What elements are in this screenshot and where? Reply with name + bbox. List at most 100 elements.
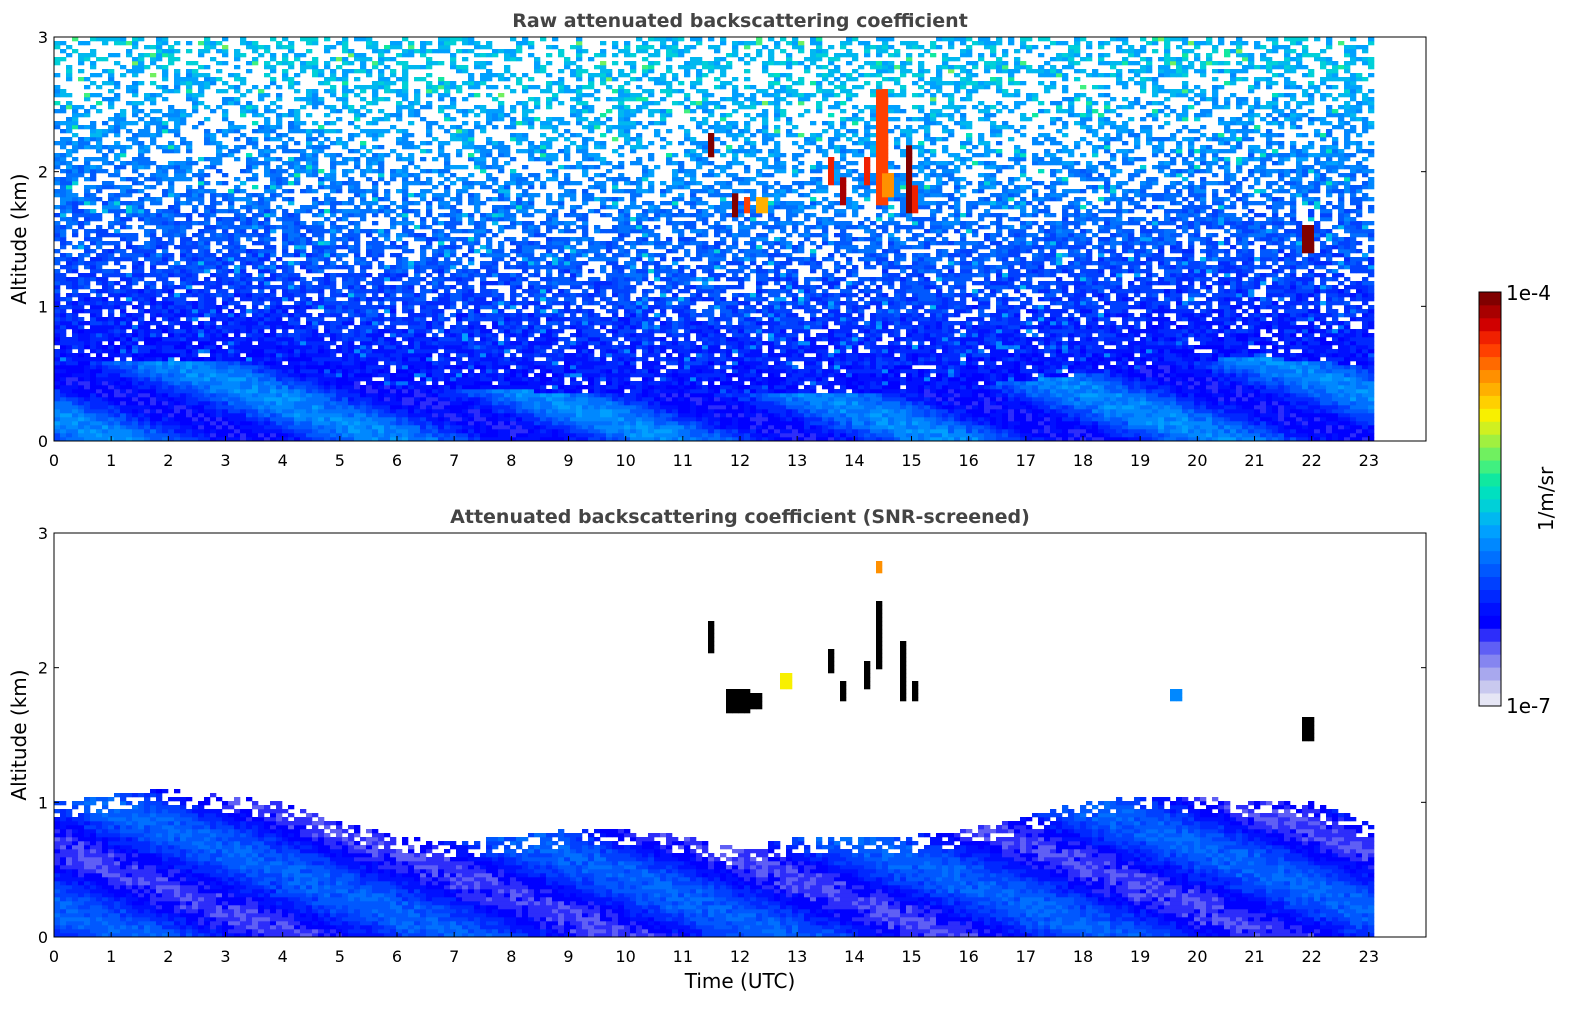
heatmap-cell	[162, 401, 169, 406]
heatmap-cell	[234, 289, 241, 294]
heatmap-cell	[168, 229, 175, 234]
heatmap-cell	[372, 421, 379, 426]
heatmap-cell	[150, 405, 157, 410]
heatmap-cell	[186, 329, 193, 334]
heatmap-cell	[342, 309, 349, 314]
heatmap-cell	[420, 401, 427, 406]
heatmap-cell	[66, 437, 73, 442]
heatmap-cell	[222, 101, 229, 106]
heatmap-cell	[414, 173, 421, 178]
heatmap-cell	[342, 361, 349, 366]
heatmap-cell	[192, 361, 199, 366]
heatmap-cell	[300, 373, 307, 378]
heatmap-cell	[108, 125, 115, 130]
heatmap-cell	[462, 377, 469, 382]
heatmap-cell	[462, 421, 469, 426]
heatmap-cell	[96, 169, 103, 174]
heatmap-cell	[90, 261, 97, 266]
heatmap-cell	[312, 205, 319, 210]
heatmap-cell	[66, 297, 73, 302]
heatmap-cell	[66, 181, 73, 186]
heatmap-cell	[414, 385, 421, 390]
heatmap-cell	[336, 65, 343, 70]
heatmap-cell	[234, 425, 241, 430]
heatmap-cell	[408, 377, 415, 382]
heatmap-cell	[228, 381, 235, 386]
heatmap-cell	[96, 197, 103, 202]
heatmap-cell	[312, 405, 319, 410]
heatmap-cell	[84, 277, 91, 282]
heatmap-cell	[198, 193, 205, 198]
heatmap-cell	[306, 373, 313, 378]
heatmap-cell	[330, 361, 337, 366]
heatmap-cell	[372, 385, 379, 390]
heatmap-cell	[324, 417, 331, 422]
heatmap-cell	[180, 121, 187, 126]
heatmap-cell	[414, 405, 421, 410]
heatmap-cell	[168, 321, 175, 326]
heatmap-cell	[162, 409, 169, 414]
heatmap-cell	[294, 421, 301, 426]
heatmap-cell	[174, 229, 181, 234]
heatmap-cell	[180, 421, 187, 426]
heatmap-cell	[318, 213, 325, 218]
heatmap-cell	[450, 369, 457, 374]
heatmap-cell	[282, 181, 289, 186]
heatmap-cell	[222, 357, 229, 362]
heatmap-cell	[240, 125, 247, 130]
heatmap-cell	[192, 173, 199, 178]
heatmap-cell	[330, 141, 337, 146]
heatmap-cell	[114, 365, 121, 370]
heatmap-cell	[90, 217, 97, 222]
heatmap-cell	[408, 145, 415, 150]
heatmap-cell	[186, 261, 193, 266]
heatmap-cell	[342, 377, 349, 382]
heatmap-cell	[258, 269, 265, 274]
heatmap-cell	[204, 349, 211, 354]
heatmap-cell	[402, 281, 409, 286]
heatmap-cell	[54, 389, 61, 394]
heatmap-cell	[168, 61, 175, 66]
heatmap-cell	[180, 345, 187, 350]
heatmap-cell	[204, 289, 211, 294]
heatmap-cell	[108, 325, 115, 330]
heatmap-cell	[228, 397, 235, 402]
heatmap-cell	[450, 385, 457, 390]
heatmap-cell	[468, 429, 475, 434]
heatmap-cell	[408, 345, 415, 350]
heatmap-cell	[228, 269, 235, 274]
heatmap-cell	[84, 321, 91, 326]
heatmap-cell	[108, 333, 115, 338]
heatmap-cell	[234, 137, 241, 142]
heatmap-cell	[294, 377, 301, 382]
heatmap-cell	[474, 297, 481, 302]
heatmap-cell	[138, 209, 145, 214]
heatmap-cell	[336, 41, 343, 46]
heatmap-cell	[204, 309, 211, 314]
heatmap-cell	[294, 221, 301, 226]
heatmap-cell	[180, 333, 187, 338]
heatmap-cell	[426, 309, 433, 314]
heatmap-cell	[426, 413, 433, 418]
heatmap-cell	[216, 393, 223, 398]
heatmap-cell	[114, 133, 121, 138]
heatmap-cell	[456, 293, 463, 298]
heatmap-cell	[216, 361, 223, 366]
heatmap-cell	[204, 393, 211, 398]
heatmap-cell	[270, 357, 277, 362]
heatmap-cell	[72, 285, 79, 290]
heatmap-cell	[282, 377, 289, 382]
heatmap-cell	[318, 221, 325, 226]
heatmap-cell	[456, 213, 463, 218]
heatmap-cell	[462, 109, 469, 114]
heatmap-cell	[228, 129, 235, 134]
heatmap-cell	[246, 381, 253, 386]
heatmap-cell	[174, 85, 181, 90]
heatmap-cell	[450, 241, 457, 246]
heatmap-cell	[72, 393, 79, 398]
heatmap-cell	[378, 285, 385, 290]
heatmap-cell	[360, 329, 367, 334]
heatmap-cell	[240, 297, 247, 302]
heatmap-cell	[342, 77, 349, 82]
heatmap-cell	[330, 409, 337, 414]
